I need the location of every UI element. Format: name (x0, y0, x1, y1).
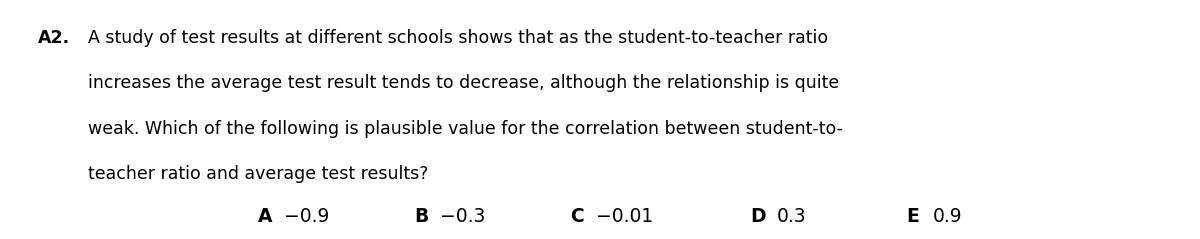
Text: teacher ratio and average test results?: teacher ratio and average test results? (88, 165, 428, 183)
Text: 0.3: 0.3 (776, 207, 806, 226)
Text: A study of test results at different schools shows that as the student-to-teache: A study of test results at different sch… (88, 29, 828, 47)
Text: A: A (258, 207, 272, 226)
Text: increases the average test result tends to decrease, although the relationship i: increases the average test result tends … (88, 74, 839, 92)
Text: D: D (750, 207, 766, 226)
Text: B: B (414, 207, 428, 226)
Text: −0.3: −0.3 (440, 207, 486, 226)
Text: A2.: A2. (38, 29, 71, 47)
Text: −0.9: −0.9 (284, 207, 330, 226)
Text: −0.01: −0.01 (596, 207, 654, 226)
Text: E: E (906, 207, 919, 226)
Text: C: C (570, 207, 583, 226)
Text: 0.9: 0.9 (932, 207, 962, 226)
Text: weak. Which of the following is plausible value for the correlation between stud: weak. Which of the following is plausibl… (88, 120, 842, 137)
